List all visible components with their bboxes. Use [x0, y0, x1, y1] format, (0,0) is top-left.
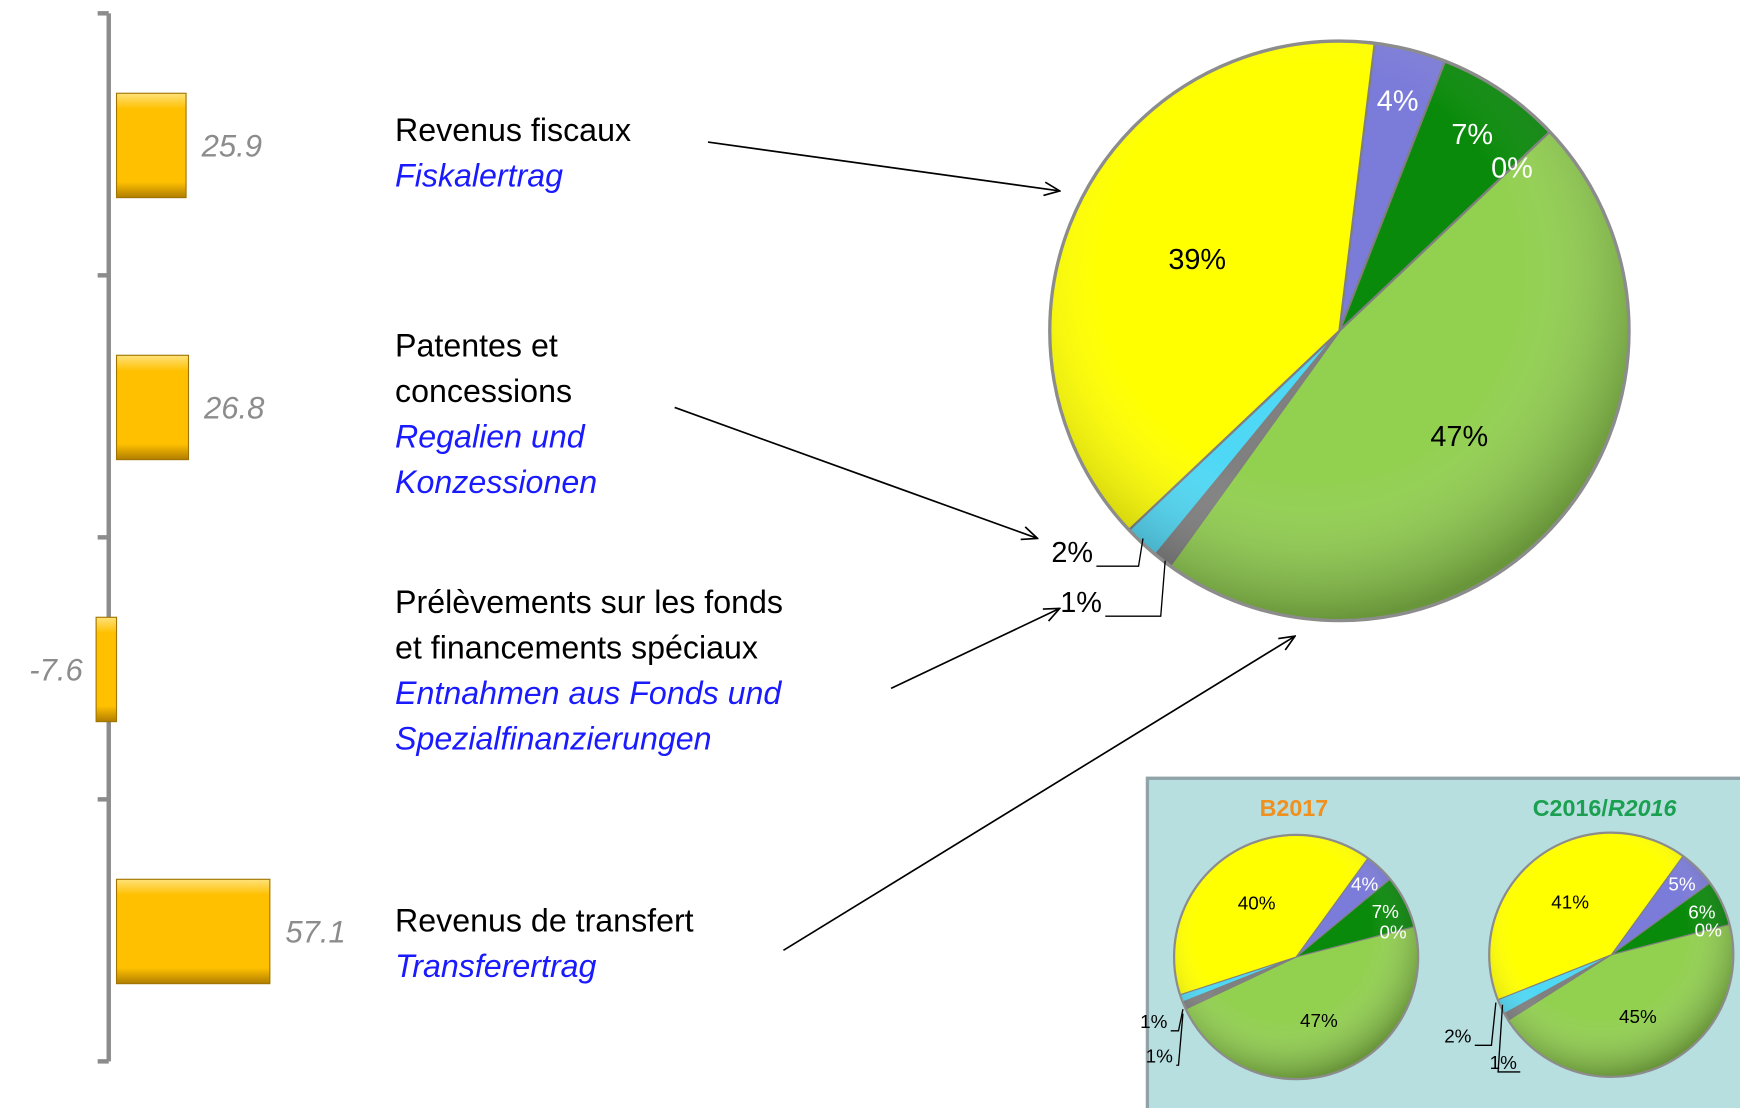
value-label: 1%: [1060, 587, 1102, 619]
category-label: Patentes et: [395, 327, 558, 363]
pie-title: C2016/R2016: [1533, 795, 1678, 821]
pie-shading: [1172, 833, 1420, 1081]
category-label: Revenus de transfert: [395, 902, 694, 938]
value-label: 2%: [1051, 537, 1093, 569]
value-label: 47%: [1300, 1010, 1338, 1031]
pie-shading: [1048, 39, 1631, 623]
leader-line: [1176, 1013, 1184, 1066]
arrows: [674, 141, 1295, 952]
category-label: Revenus fiscaux: [395, 112, 631, 148]
value-label: 26.8: [203, 391, 265, 426]
value-label: 0%: [1695, 919, 1722, 940]
pie-shading: [1488, 831, 1735, 1079]
pie-title-part: C2016/: [1533, 795, 1609, 821]
leader-line: [1096, 538, 1144, 567]
value-label: 5%: [1668, 874, 1695, 895]
value-label: 4%: [1377, 86, 1419, 118]
value-label: 41%: [1551, 891, 1589, 912]
pie-title-translation: R2016: [1608, 795, 1678, 821]
bar: [115, 92, 187, 199]
leader-line: [1170, 1009, 1184, 1032]
leader-line: [1105, 560, 1166, 617]
value-label: 45%: [1619, 1006, 1657, 1027]
bar: [115, 878, 271, 985]
pie-title-part: B2017: [1260, 795, 1329, 821]
bar: [115, 354, 190, 461]
category-translation: Fiskalertrag: [395, 158, 563, 194]
value-label: 0%: [1491, 153, 1533, 185]
value-label: 25.9: [201, 129, 262, 164]
value-label: 4%: [1351, 874, 1378, 895]
value-label: 7%: [1372, 901, 1399, 922]
value-label: 1%: [1146, 1045, 1173, 1066]
axis: [97, 11, 111, 1064]
category-translation: Konzessionen: [395, 464, 597, 500]
value-label: 1%: [1490, 1052, 1517, 1073]
category-translation: Entnahmen aus Fonds und: [395, 675, 782, 711]
value-label: 47%: [1430, 421, 1488, 453]
value-label: 1%: [1140, 1011, 1167, 1032]
leader-line: [1474, 1002, 1497, 1046]
pie-title: B2017: [1260, 795, 1329, 821]
value-label: 2%: [1444, 1025, 1471, 1046]
value-label: 6%: [1688, 902, 1715, 923]
category-translation: Regalien und: [395, 418, 586, 454]
value-label: 57.1: [285, 915, 345, 950]
category-label: concessions: [395, 373, 572, 409]
value-label: 7%: [1451, 119, 1493, 151]
value-label: 39%: [1168, 244, 1226, 276]
category-label: Prélèvements sur les fonds: [395, 584, 783, 620]
leader-line: [1497, 1004, 1521, 1073]
value-label: 0%: [1379, 922, 1406, 943]
category-label: et financements spéciaux: [395, 629, 758, 665]
category-translation: Transferertrag: [395, 948, 596, 984]
category-translation: Spezialfinanzierungen: [395, 720, 712, 756]
value-label: -7.6: [29, 653, 83, 688]
value-label: 40%: [1238, 892, 1276, 913]
bar: [95, 616, 118, 723]
